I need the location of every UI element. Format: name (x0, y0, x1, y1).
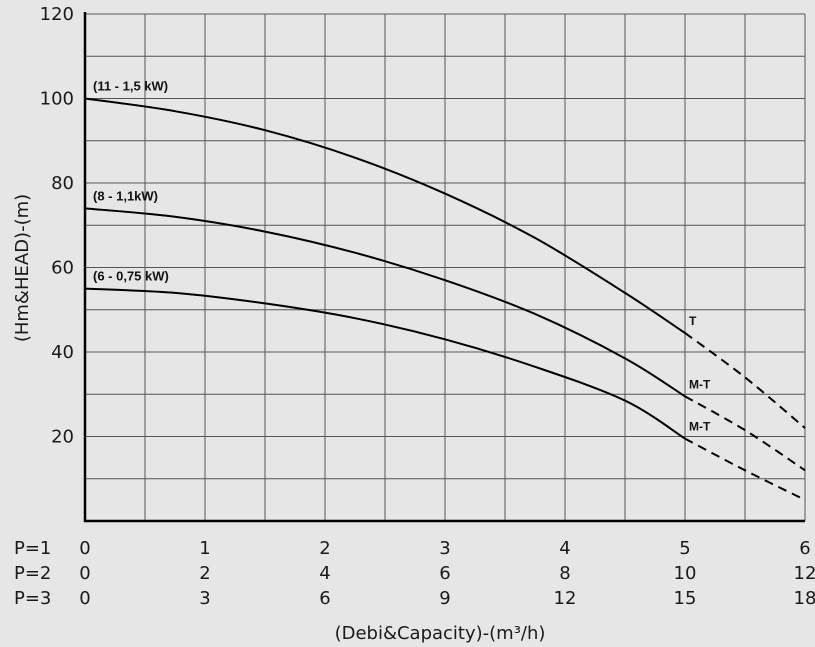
x-scale-row-label: P=3 (14, 588, 51, 609)
series-line-dashed (684, 437, 806, 501)
x-tick-label: 2 (319, 538, 330, 559)
y-tick-label: 40 (51, 342, 74, 363)
series-end-label: M-T (689, 420, 711, 434)
series-name-label: (11 - 1,5 kW) (93, 79, 168, 94)
series-name-label: (8 - 1,1kW) (93, 188, 158, 203)
x-axis-title: (Debi&Capacity)-(m³/h) (335, 623, 546, 644)
x-scale-row-label: P=2 (14, 563, 51, 584)
x-tick-label: 12 (554, 588, 577, 609)
axis-layer (83, 12, 805, 523)
x-tick-label: 15 (674, 588, 697, 609)
series-end-label: T (689, 314, 697, 328)
series-name-label: (6 - 0,75 kW) (93, 269, 169, 284)
x-tick-label: 18 (794, 588, 815, 609)
y-tick-label: 20 (51, 427, 74, 448)
series-line-dashed (684, 332, 806, 429)
x-tick-label: 3 (439, 538, 450, 559)
x-tick-label: 0 (79, 563, 90, 584)
x-tick-label: 10 (674, 563, 697, 584)
x-tick-label: 0 (79, 538, 90, 559)
grid-layer (85, 13, 806, 521)
y-tick-label: 80 (51, 173, 74, 194)
series-line-solid (84, 207, 686, 398)
series-layer (84, 97, 806, 501)
y-axis-title: (Hm&HEAD)-(m) (12, 194, 33, 342)
x-tick-label: 3 (199, 588, 210, 609)
series-line-solid (84, 97, 686, 334)
x-tick-label: 6 (799, 538, 810, 559)
y-tick-label: 120 (40, 4, 74, 25)
x-tick-label: 5 (679, 538, 690, 559)
x-tick-label: 2 (199, 563, 210, 584)
series-end-label: M-T (689, 377, 711, 391)
x-tick-label: 1 (199, 538, 210, 559)
x-tick-label: 4 (319, 563, 330, 584)
x-tick-label: 6 (439, 563, 450, 584)
x-tick-label: 0 (79, 588, 90, 609)
x-scale-row-label: P=1 (14, 538, 51, 559)
x-tick-label: 6 (319, 588, 330, 609)
x-tick-label: 9 (439, 588, 450, 609)
y-tick-label: 100 (40, 89, 74, 110)
x-tick-label: 12 (794, 563, 815, 584)
series-line-dashed (684, 395, 806, 472)
y-tick-label: 60 (51, 258, 74, 279)
x-tick-label: 4 (559, 538, 570, 559)
series-line-solid (84, 287, 686, 440)
x-tick-label: 8 (559, 563, 570, 584)
